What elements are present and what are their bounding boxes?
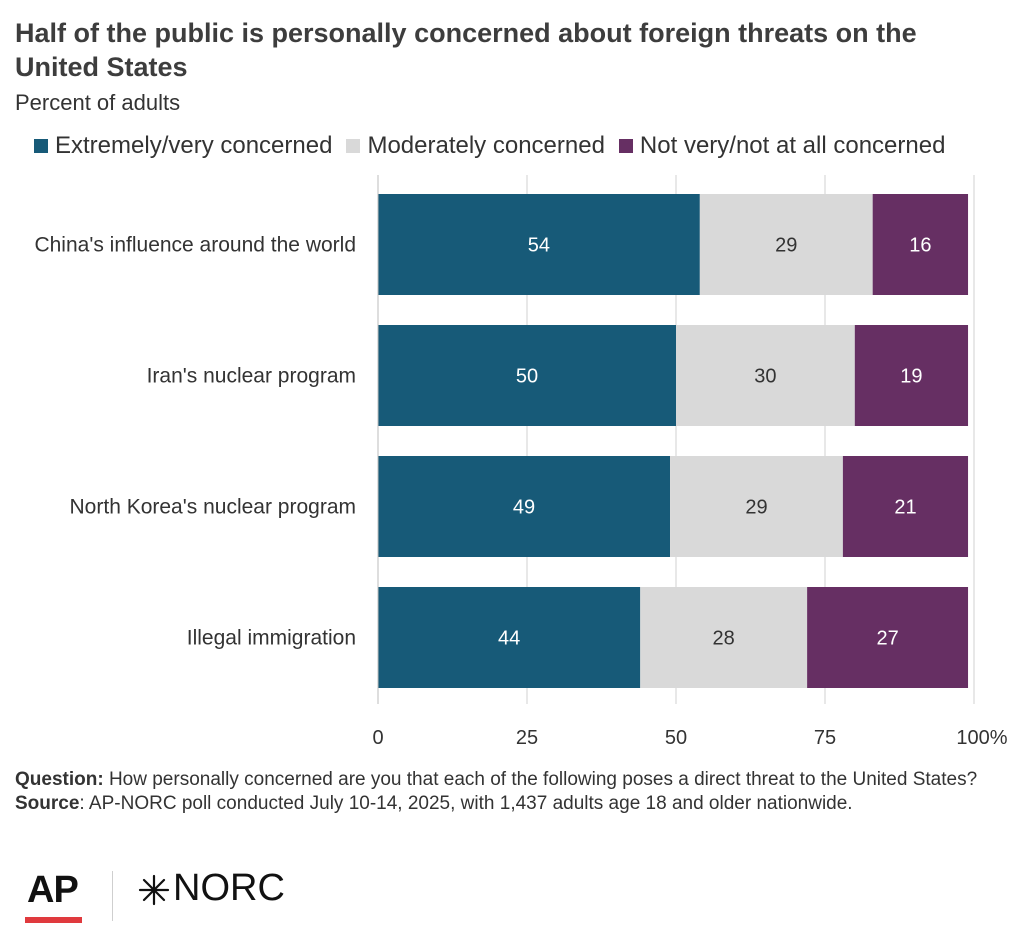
x-tick-label-25: 25	[516, 727, 538, 749]
bar-extremely-2	[378, 456, 671, 557]
data-label-not-very-0: 16	[909, 235, 931, 257]
asterisk-star-icon	[138, 874, 170, 906]
legend-item-not-very: Not very/not at all concerned	[618, 132, 946, 160]
x-tick-label-0: 0	[372, 727, 383, 749]
bar-extremely-1	[378, 325, 676, 426]
data-label-extremely-1: 50	[516, 366, 538, 388]
ap-logo: AP	[27, 869, 79, 911]
data-label-moderately-2: 29	[745, 497, 767, 519]
bar-moderately-3	[640, 587, 808, 688]
data-label-moderately-0: 29	[775, 235, 797, 257]
bar-extremely-3	[378, 587, 641, 688]
x-tick-label-75: 75	[814, 727, 836, 749]
data-label-moderately-3: 28	[713, 628, 735, 650]
norc-logo: NORC	[173, 867, 285, 909]
source-note: Source: AP-NORC poll conducted July 10-1…	[15, 792, 1010, 816]
logo-divider	[112, 871, 113, 921]
data-label-not-very-1: 19	[900, 366, 922, 388]
data-label-not-very-3: 27	[876, 628, 898, 650]
legend-swatch-not-very	[618, 139, 633, 153]
legend-swatch-moderately	[346, 139, 361, 153]
legend-label-moderately: Moderately concerned	[367, 132, 605, 159]
logos: AP NORC	[25, 865, 425, 925]
source-label: Source	[15, 793, 80, 814]
data-label-not-very-2: 21	[894, 497, 916, 519]
bar-extremely-0	[378, 194, 700, 295]
legend-label-not-very: Not very/not at all concerned	[639, 132, 946, 159]
category-label-0: China's influence around the world	[34, 234, 356, 257]
bar-not-very-1	[854, 325, 969, 426]
bar-not-very-0	[872, 194, 969, 295]
category-label-1: Iran's nuclear program	[147, 365, 356, 388]
legend-item-extremely: Extremely/very concerned	[34, 132, 332, 160]
legend-label-extremely: Extremely/very concerned	[55, 132, 333, 159]
stacked-bar-chart: 54 29 16 China's influence around the world…	[34, 175, 1008, 749]
category-label-2: North Korea's nuclear program	[70, 496, 356, 519]
bar-moderately-1	[676, 325, 855, 426]
legend-swatch-extremely	[34, 139, 48, 153]
data-label-extremely-2: 49	[513, 497, 535, 519]
question-note: Question: How personally concerned are y…	[15, 768, 1010, 792]
bar-moderately-0	[699, 194, 873, 295]
ap-logo-bar	[25, 917, 82, 923]
question-label: Question:	[15, 769, 104, 790]
bar-moderately-2	[670, 456, 843, 557]
legend: Extremely/very concerned Moderately conc…	[34, 132, 959, 160]
source-text: : AP-NORC poll conducted July 10-14, 202…	[79, 793, 853, 814]
bar-not-very-3	[807, 587, 969, 688]
x-tick-label-50: 50	[665, 727, 687, 749]
x-tick-label-100: 100%	[956, 727, 1007, 749]
data-label-moderately-1: 30	[754, 366, 776, 388]
legend-item-moderately: Moderately concerned	[346, 132, 605, 160]
chart-title: Half of the public is personally concern…	[15, 18, 917, 82]
data-label-extremely-3: 44	[498, 628, 520, 650]
category-label-3: Illegal immigration	[187, 627, 356, 650]
data-label-extremely-0: 54	[528, 235, 550, 257]
question-text: How personally concerned are you that ea…	[103, 769, 978, 790]
bar-not-very-2	[842, 456, 969, 557]
footer-notes: Question: How personally concerned are y…	[15, 768, 1010, 816]
chart-subtitle: Percent of adults	[15, 90, 181, 115]
